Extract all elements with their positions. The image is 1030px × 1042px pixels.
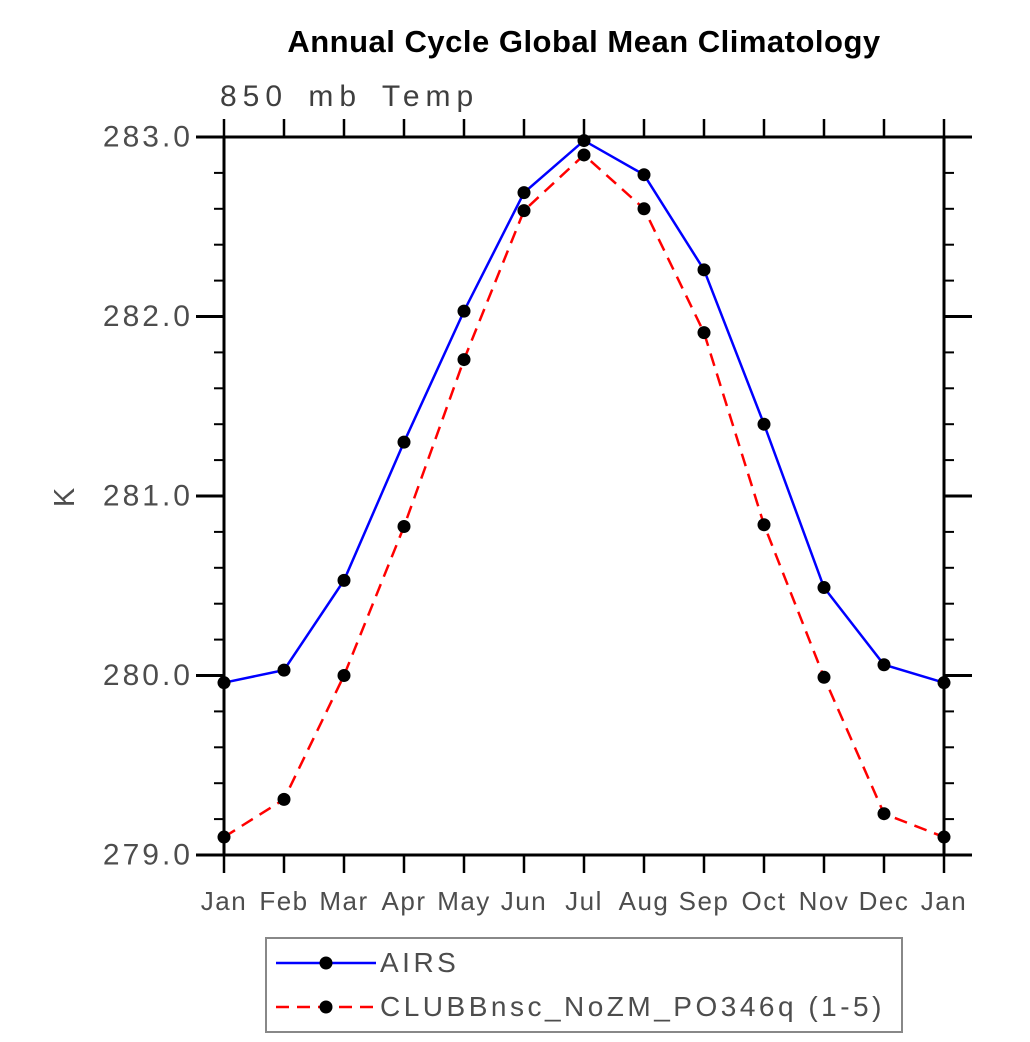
- legend-label-airs: AIRS: [380, 947, 460, 978]
- data-point-marker: [637, 168, 651, 182]
- x-axis-tick-label: Sep: [679, 886, 730, 916]
- data-point-marker: [217, 830, 231, 844]
- data-point-marker: [457, 353, 471, 367]
- x-axis-tick-label: Apr: [382, 886, 427, 916]
- data-point-marker: [337, 573, 351, 587]
- x-axis-tick-label: Jan: [921, 886, 967, 916]
- data-point-marker: [757, 417, 771, 431]
- series-line-airs: [223, 139, 945, 684]
- x-axis-tick-label: Dec: [859, 886, 910, 916]
- x-axis-tick-label: May: [437, 886, 491, 916]
- y-axis-tick-label: 283.0: [103, 121, 193, 154]
- data-point-marker: [337, 669, 351, 682]
- x-axis-tick-label: Jul: [565, 886, 603, 916]
- legend-row-airs: AIRS: [267, 941, 901, 985]
- data-point-marker: [397, 435, 411, 449]
- data-point-marker: [637, 202, 651, 216]
- data-point-marker: [877, 807, 891, 821]
- data-point-marker: [937, 830, 951, 844]
- x-axis-tick-label: Jun: [501, 886, 547, 916]
- x-axis-tick-label: Jan: [201, 886, 247, 916]
- data-point-marker: [277, 663, 291, 677]
- airs-line-sample-icon: [276, 956, 376, 970]
- data-point-marker: [457, 304, 471, 318]
- y-axis-tick-label: 281.0: [103, 480, 193, 513]
- legend: AIRS CLUBBnsc_NoZM_PO346q (1-5): [265, 937, 903, 1033]
- data-point-marker: [817, 581, 831, 595]
- y-axis-tick-label: 282.0: [103, 300, 193, 333]
- legend-label-clubb: CLUBBnsc_NoZM_PO346q (1-5): [380, 991, 885, 1022]
- series-line-clubb: [223, 153, 945, 839]
- data-point-marker: [277, 792, 291, 806]
- clubb-dashed-line-sample-icon: [276, 1000, 376, 1014]
- y-axis-tick-label: 279.0: [103, 839, 193, 872]
- data-point-marker: [517, 186, 531, 200]
- chart-title: Annual Cycle Global Mean Climatology: [287, 24, 881, 59]
- data-point-marker: [877, 658, 891, 672]
- data-point-marker: [517, 204, 531, 218]
- data-point-marker: [757, 518, 771, 532]
- data-point-marker: [577, 134, 591, 148]
- x-axis-tick-label: Nov: [799, 886, 850, 916]
- y-axis-tick-label: 280.0: [103, 659, 193, 692]
- data-point-marker: [577, 148, 591, 162]
- x-axis-tick-label: Mar: [319, 886, 368, 916]
- data-point-marker: [937, 676, 951, 690]
- x-axis-tick-label: Feb: [259, 886, 308, 916]
- x-axis-tick-label: Oct: [742, 886, 787, 916]
- x-axis-tick-label: Aug: [619, 886, 670, 916]
- data-point-marker: [217, 676, 231, 690]
- data-point-marker: [817, 670, 831, 684]
- data-point-marker: [697, 326, 711, 340]
- data-point-marker: [397, 520, 411, 534]
- data-point-marker: [697, 263, 711, 277]
- chart-subtitle: 850 mb Temp: [220, 80, 480, 113]
- legend-row-clubb: CLUBBnsc_NoZM_PO346q (1-5): [267, 985, 901, 1029]
